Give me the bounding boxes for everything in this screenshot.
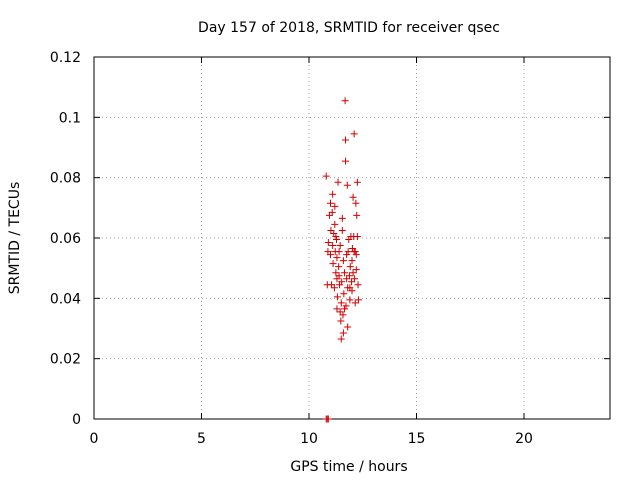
- x-tick-label: 10: [300, 431, 318, 447]
- data-point: [332, 269, 340, 277]
- data-point: [341, 97, 349, 105]
- y-tick-label: 0: [72, 412, 81, 428]
- data-point: [342, 302, 350, 310]
- data-point: [335, 248, 343, 256]
- data-point: [352, 266, 360, 274]
- axis-ticks: 0 5 10 15 20 0 0.02 0.04 0.06 0.08 0.1 0.12: [50, 50, 610, 447]
- data-point: [352, 251, 360, 259]
- data-point: [337, 317, 345, 325]
- data-point: [348, 257, 356, 265]
- data-point: [346, 296, 354, 304]
- data-point: [329, 190, 337, 198]
- x-tick-label: 15: [408, 431, 426, 447]
- data-point: [343, 181, 351, 189]
- x-axis-label: GPS time / hours: [290, 459, 407, 475]
- data-point: [351, 248, 359, 256]
- y-tick-label: 0.06: [50, 231, 81, 247]
- data-point: [334, 178, 342, 186]
- data-point: [336, 242, 344, 250]
- chart-title: Day 157 of 2018, SRMTID for receiver qse…: [198, 20, 500, 36]
- data-point: [330, 284, 338, 292]
- y-tick-label: 0.12: [50, 50, 81, 66]
- data-point: [338, 214, 346, 222]
- data-point: [339, 329, 347, 337]
- data-point: [333, 254, 341, 262]
- data-point: [351, 275, 359, 283]
- data-point: [337, 299, 345, 307]
- x-tick-label: 5: [197, 431, 206, 447]
- data-point: [348, 278, 356, 286]
- data-point: [324, 415, 332, 423]
- data-point: [338, 278, 346, 286]
- data-point: [340, 305, 348, 313]
- data-point: [324, 239, 332, 247]
- grid-lines: [94, 57, 610, 419]
- data-point: [331, 220, 339, 228]
- y-axis-label: SRMTID / TECUs: [7, 182, 23, 295]
- data-point: [331, 202, 339, 210]
- data-point: [353, 232, 361, 240]
- x-tick-label: 20: [515, 431, 533, 447]
- data-point: [328, 208, 336, 216]
- data-point: [327, 251, 334, 259]
- data-point: [346, 263, 354, 271]
- data-point: [338, 226, 346, 234]
- y-tick-label: 0.1: [59, 110, 81, 126]
- data-point: [346, 284, 354, 292]
- data-point: [351, 299, 359, 307]
- y-tick-label: 0.08: [50, 171, 81, 187]
- data-point: [342, 157, 350, 165]
- data-point: [329, 242, 337, 250]
- data-point: [354, 281, 362, 289]
- data-point: [353, 178, 361, 186]
- data-point: [352, 199, 360, 207]
- data-point: [335, 263, 343, 271]
- data-point: [349, 269, 357, 277]
- data-point: [335, 272, 343, 280]
- data-point: [344, 323, 352, 331]
- plot-frame: [93, 56, 611, 420]
- data-point: [339, 257, 347, 265]
- data-markers: [322, 97, 362, 423]
- data-point: [337, 335, 345, 343]
- data-point: [349, 193, 357, 201]
- data-point: [329, 260, 337, 268]
- data-point: [327, 199, 334, 207]
- data-point: [350, 130, 358, 138]
- data-point: [343, 251, 351, 259]
- data-point: [322, 172, 330, 180]
- data-point: [333, 305, 341, 313]
- data-point: [340, 290, 348, 298]
- data-point: [354, 296, 362, 304]
- data-point: [332, 232, 340, 240]
- data-point: [345, 272, 353, 280]
- data-point: [342, 136, 350, 144]
- data-point: [340, 269, 348, 277]
- data-point: [333, 293, 341, 301]
- x-tick-label: 0: [90, 431, 99, 447]
- data-point: [333, 236, 341, 244]
- y-tick-label: 0.02: [50, 352, 81, 368]
- y-tick-label: 0.04: [50, 291, 81, 307]
- data-point: [353, 211, 361, 219]
- data-point: [339, 311, 347, 319]
- data-point: [344, 248, 352, 256]
